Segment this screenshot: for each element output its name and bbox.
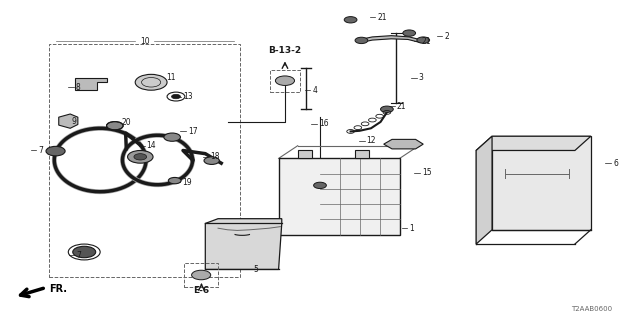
Text: 14: 14 (147, 141, 156, 150)
Text: 1: 1 (409, 224, 414, 233)
Circle shape (134, 154, 147, 160)
Polygon shape (384, 140, 423, 149)
Bar (298, 150, 312, 158)
Text: 10: 10 (140, 36, 150, 45)
Bar (355, 150, 369, 158)
Text: T2AAB0600: T2AAB0600 (571, 306, 612, 312)
Polygon shape (476, 136, 492, 244)
Polygon shape (59, 114, 78, 128)
Text: 4: 4 (312, 86, 317, 95)
Bar (49, 44, 241, 277)
Circle shape (172, 94, 180, 99)
Text: 21: 21 (396, 101, 406, 111)
Circle shape (168, 178, 181, 184)
Text: E-6: E-6 (193, 286, 209, 295)
Text: FR.: FR. (49, 284, 67, 294)
Text: 2: 2 (444, 32, 449, 41)
Circle shape (46, 146, 65, 156)
Circle shape (381, 106, 394, 112)
Text: 21: 21 (378, 13, 387, 22)
Circle shape (191, 270, 211, 280)
Text: 21: 21 (422, 36, 431, 45)
Text: B-13-2: B-13-2 (268, 46, 301, 55)
Bar (278, 158, 399, 235)
Circle shape (106, 122, 123, 130)
Text: 8: 8 (76, 83, 81, 92)
Text: 13: 13 (183, 92, 193, 101)
Polygon shape (205, 219, 282, 269)
Polygon shape (75, 77, 106, 90)
Text: 20: 20 (121, 118, 131, 127)
Text: 19: 19 (182, 178, 191, 187)
Text: 3: 3 (419, 73, 424, 82)
Text: 17: 17 (188, 127, 198, 136)
Text: 6: 6 (613, 159, 618, 168)
Polygon shape (476, 136, 591, 150)
Text: 11: 11 (166, 73, 175, 82)
Circle shape (204, 157, 220, 164)
Circle shape (417, 37, 429, 43)
Text: 16: 16 (319, 119, 328, 128)
Text: 5: 5 (253, 265, 258, 274)
Circle shape (164, 133, 180, 141)
Text: 15: 15 (422, 168, 431, 177)
Circle shape (73, 246, 96, 258)
Circle shape (355, 37, 368, 44)
Polygon shape (364, 36, 422, 43)
Bar (184, 263, 218, 287)
Text: 12: 12 (367, 136, 376, 146)
Circle shape (403, 30, 415, 36)
Bar (492, 136, 591, 230)
Circle shape (127, 150, 153, 163)
Text: 7: 7 (38, 146, 44, 155)
Circle shape (344, 17, 357, 23)
Text: 9: 9 (72, 117, 76, 126)
Circle shape (314, 182, 326, 188)
Text: 18: 18 (211, 152, 220, 161)
Circle shape (275, 76, 294, 85)
Bar (270, 69, 300, 92)
Text: 7: 7 (77, 251, 81, 260)
Circle shape (135, 74, 167, 90)
